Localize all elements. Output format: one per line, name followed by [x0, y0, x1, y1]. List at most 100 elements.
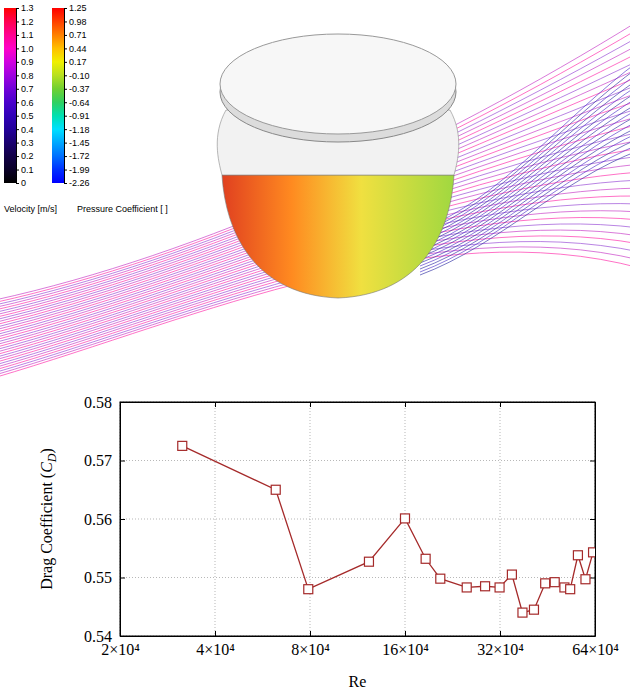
- tick-mark: [64, 21, 67, 22]
- data-point: [304, 585, 313, 594]
- tick-mark: [64, 170, 67, 171]
- x-axis-title: Re: [349, 673, 367, 690]
- tick: 0.8: [16, 71, 34, 81]
- tick-label: 0.1: [21, 165, 34, 175]
- tick: 0.9: [16, 57, 34, 67]
- colorbar: -2.26-1.99-1.72-1.45-1.18-0.91-0.64-0.37…: [52, 3, 168, 214]
- tick: [310, 402, 311, 407]
- tick-mark: [500, 631, 501, 636]
- tick-label: 0.5: [21, 111, 34, 121]
- tick: -0.64: [64, 98, 90, 108]
- tick: -1.45: [64, 138, 90, 148]
- tick: [590, 461, 595, 462]
- axis-line: [64, 9, 65, 184]
- tick-label: 0.17: [69, 57, 87, 67]
- tick: 1.0: [16, 44, 34, 54]
- data-point: [541, 579, 550, 588]
- tick-label: 8×10⁴: [291, 641, 330, 658]
- grid: [120, 402, 595, 636]
- tick: 0.1: [16, 165, 34, 175]
- data-point: [364, 557, 373, 566]
- tick-label: -0.91: [69, 111, 90, 121]
- figure: 00.10.20.30.40.50.60.70.80.91.01.11.21.3…: [0, 0, 630, 695]
- tick-label: 64×10⁴: [572, 641, 619, 658]
- tick-label: 4×10⁴: [196, 641, 235, 658]
- data-point: [518, 608, 527, 617]
- tick: 0.3: [16, 138, 34, 148]
- data-point: [589, 548, 595, 557]
- data-point: [507, 570, 516, 579]
- axis-line: [16, 9, 17, 184]
- tick: [590, 578, 595, 579]
- tick-mark: [64, 62, 67, 63]
- tick-mark: [64, 183, 67, 184]
- tick-label: 0.44: [69, 44, 87, 54]
- tick-label: 0.4: [21, 125, 34, 135]
- tick-mark: [64, 48, 67, 49]
- tick-mark: [120, 578, 125, 579]
- y-axis-title-part: Drag Coefficient (: [38, 473, 56, 590]
- tick: 0.7: [16, 84, 34, 94]
- x-axis: 2×10⁴4×10⁴8×10⁴16×10⁴32×10⁴64×10⁴: [101, 631, 619, 658]
- y-axis-title-part: D: [45, 453, 59, 463]
- tick-mark: [16, 62, 19, 63]
- tick-mark: [16, 75, 19, 76]
- grid-line-x: [215, 402, 216, 636]
- tick-mark: [64, 75, 67, 76]
- tick: 0: [16, 178, 26, 188]
- tick: [405, 402, 406, 407]
- tick: 0.44: [64, 44, 87, 54]
- tick-mark: [64, 8, 67, 9]
- tick-mark: [64, 89, 67, 90]
- tick-mark: [405, 402, 406, 407]
- tick-label: 0.6: [21, 98, 34, 108]
- tick-mark: [64, 143, 67, 144]
- data-point: [401, 514, 410, 523]
- tick: 0.2: [16, 151, 34, 161]
- tick-mark: [64, 35, 67, 36]
- tick-mark: [120, 461, 125, 462]
- grid-line-y: [120, 519, 595, 520]
- tick-label: 0.57: [84, 452, 112, 469]
- tick-mark: [310, 402, 311, 407]
- data-point: [436, 574, 445, 583]
- tick-mark: [16, 48, 19, 49]
- tick: 8×10⁴: [291, 631, 330, 658]
- tick-label: 0.56: [84, 511, 112, 528]
- tick-label: -1.18: [69, 125, 90, 135]
- tick-mark: [590, 578, 595, 579]
- y-axis-title-part: ): [38, 448, 56, 453]
- tick: 0.58: [84, 394, 125, 411]
- tick-label: -1.99: [69, 165, 90, 175]
- tick: 0.56: [84, 511, 125, 528]
- tick-label: 16×10⁴: [382, 641, 429, 658]
- data-point: [550, 578, 559, 587]
- tick-label: -0.10: [69, 71, 90, 81]
- y-axis-title: Drag Coefficient (CD): [38, 448, 59, 590]
- grid-line-y: [120, 577, 595, 578]
- tick-label: 0.71: [69, 30, 87, 40]
- tick-mark: [590, 461, 595, 462]
- tick-mark: [64, 156, 67, 157]
- axis-titles: Re Drag Coefficient (CD): [38, 448, 366, 690]
- tick-label: 32×10⁴: [477, 641, 524, 658]
- tick: 1.1: [16, 30, 34, 40]
- tick: 0.71: [64, 30, 87, 40]
- tick: 4×10⁴: [196, 631, 235, 658]
- tick-mark: [64, 102, 67, 103]
- tick: [215, 402, 216, 407]
- tick: 0.98: [64, 17, 87, 27]
- lid-top: [220, 34, 456, 134]
- data-point: [481, 582, 490, 591]
- colorbar-bar: [52, 8, 64, 183]
- tick-label: 0.8: [21, 71, 34, 81]
- tick: 32×10⁴: [477, 631, 524, 658]
- tick-label: 0.9: [21, 57, 34, 67]
- plot-frame: [120, 402, 595, 636]
- tick: 0.5: [16, 111, 34, 121]
- render-decoration: [0, 20, 630, 378]
- tick: 0.57: [84, 452, 125, 469]
- tick-mark: [310, 631, 311, 636]
- tick-mark: [120, 519, 125, 520]
- tick: 16×10⁴: [382, 631, 429, 658]
